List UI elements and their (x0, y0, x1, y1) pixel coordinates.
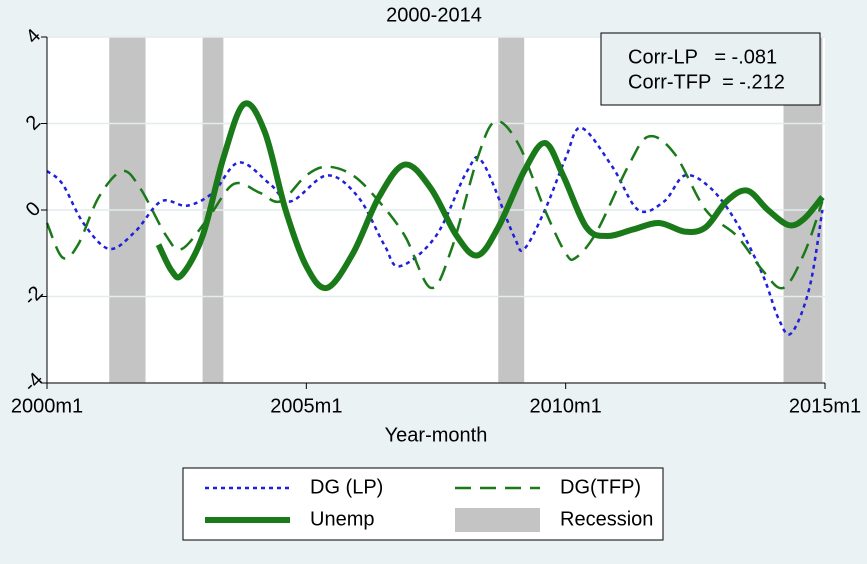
x-tick-label: 2015m1 (789, 395, 861, 417)
legend-label: DG (LP) (310, 476, 383, 498)
legend-label: DG(TFP) (560, 476, 641, 498)
annotation-box (600, 32, 821, 106)
series-line (46, 126, 824, 336)
legend-label: Unemp (310, 508, 374, 530)
x-tick-label: 2010m1 (530, 395, 602, 417)
x-tick-label: 2000m1 (11, 395, 83, 417)
legend-label: Recession (560, 508, 653, 530)
annotation: Corr-TFP = -.212 (628, 71, 785, 93)
series-line (45, 119, 824, 290)
x-axis-label: Year-month (385, 424, 488, 446)
x-tick-label: 2005m1 (270, 395, 342, 417)
series-line (155, 100, 825, 292)
annotation: Corr-LP = -.081 (628, 46, 777, 68)
legend-swatch (455, 508, 540, 532)
legend (182, 467, 664, 541)
chart-title: 2000-2014 (386, 4, 482, 26)
